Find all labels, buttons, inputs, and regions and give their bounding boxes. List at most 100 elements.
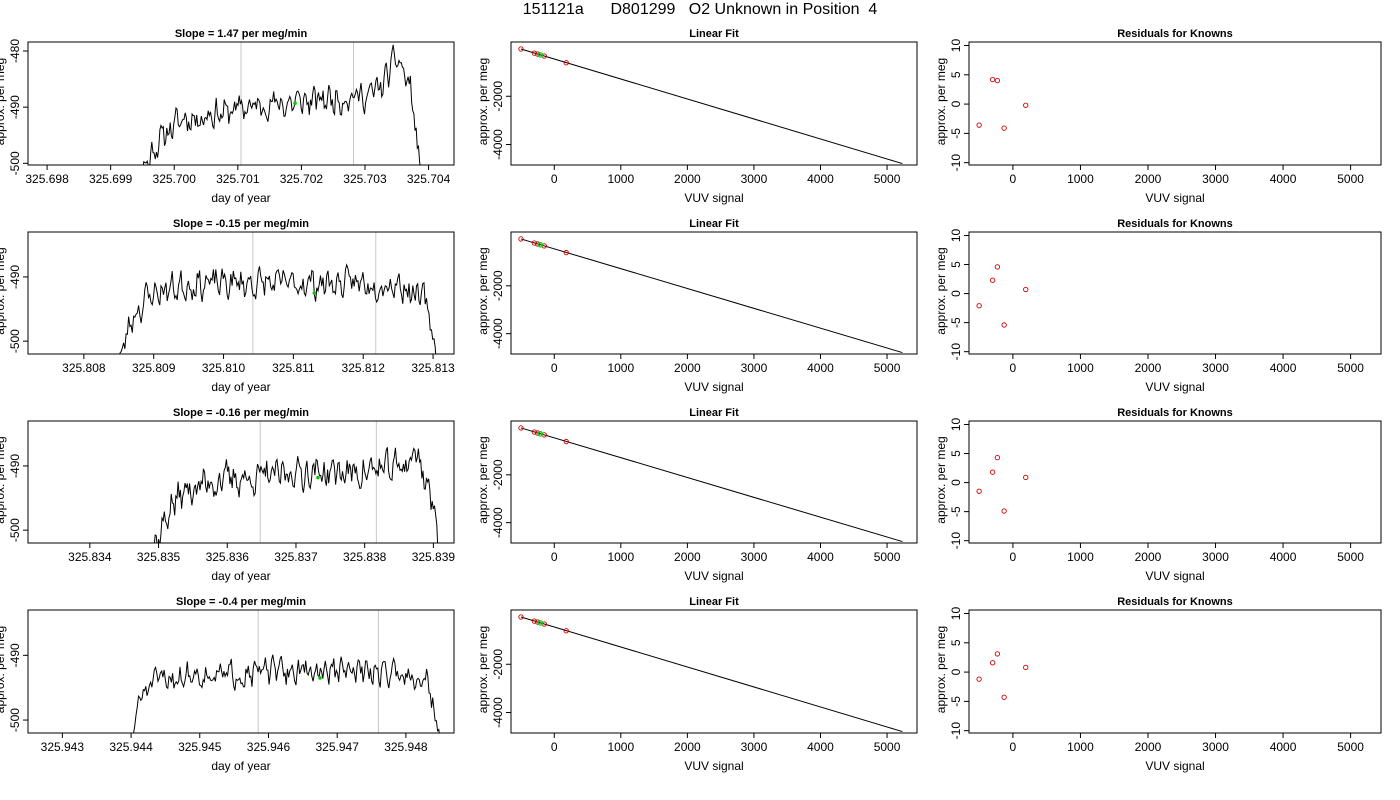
x-tick-label: 325.838 [343,550,387,564]
y-tick-label: -5 [949,317,963,328]
x-tick-label: 325.702 [280,172,324,186]
x-axis-label: VUV signal [1145,191,1204,205]
data-point [518,236,524,242]
x-tick-label: 3000 [741,740,768,754]
x-tick-label: 2000 [674,172,701,186]
y-tick-label: -500 [8,151,22,175]
data-point [531,240,537,246]
plot-frame [27,420,455,544]
x-tick-label: 4000 [1270,550,1297,564]
y-axis-label: approx. per meg [476,58,490,145]
data-point [994,454,1001,461]
y-tick-label: -490 [8,265,22,289]
y-axis-label: approx. per meg [0,58,7,145]
plot-area [518,425,903,543]
x-tick-label: 325.809 [132,361,176,375]
chart-title: Slope = -0.15 per meg/min [173,218,309,230]
data-point [989,660,996,666]
chart-panel-r3-c1: Linear Fit 0 1000 2000 3000 4000 5000 -4000 -200… [476,596,918,773]
data-point [563,628,569,634]
data-point [534,430,541,436]
y-tick-label: -10 [949,532,963,550]
x-tick-label: 5000 [1337,361,1364,375]
data-point [994,651,1001,657]
y-axis-label: approx. per meg [934,58,948,145]
y-axis-label: approx. per meg [934,436,948,523]
x-tick-label: 325.947 [315,740,359,754]
data-point [989,277,996,283]
unknown-point [537,620,544,626]
y-axis-label: approx. per meg [0,436,7,523]
x-tick-label: 1000 [1067,172,1094,186]
chart-title: Linear Fit [689,596,739,608]
y-axis-label: approx. per meg [476,436,490,523]
y-tick-label: -10 [949,722,963,740]
x-tick-label: 1000 [1067,550,1094,564]
x-tick-label: 325.698 [25,172,69,186]
plot-area [518,46,903,165]
y-tick-label: 10 [949,607,963,621]
chart-panel-r2-c2: Residuals for Knowns 0 1000 2000 3000 4000 500… [934,407,1382,583]
x-tick-label: 5000 [1337,740,1364,754]
x-axis-label: VUV signal [1145,759,1204,773]
chart-title: Linear Fit [689,218,739,230]
x-tick-label: 325.808 [62,361,106,375]
y-axis-label: approx. per meg [476,247,490,334]
x-tick-label: 2000 [1135,550,1162,564]
x-axis-label: day of year [211,380,270,394]
x-axis-label: day of year [211,759,270,773]
x-tick-label: 325.943 [41,740,85,754]
x-tick-label: 3000 [741,172,768,186]
y-tick-label: -5 [949,128,963,139]
plot-frame [27,609,455,734]
unknown-marker [316,475,320,480]
plot-area [976,264,1029,328]
plot-frame [968,609,1382,734]
x-axis-label: VUV signal [684,380,743,394]
x-tick-label: 2000 [1135,172,1162,186]
y-axis-label: approx. per meg [0,247,7,334]
data-point [976,122,982,128]
data-point [534,619,541,625]
y-tick-label: -4000 [491,697,505,728]
chart-title: Linear Fit [689,407,739,419]
x-tick-label: 2000 [1135,361,1162,375]
y-tick-label: -500 [8,708,22,732]
y-tick-label: -4000 [491,129,505,160]
x-tick-label: 325.836 [206,550,250,564]
data-point [1001,125,1007,131]
plot-area [976,454,1029,514]
x-tick-label: 4000 [807,740,834,754]
x-tick-label: 3000 [741,550,768,564]
y-tick-label: 10 [949,417,963,431]
signal-trace [142,44,421,165]
chart-title: Residuals for Knowns [1117,218,1233,230]
y-tick-label: -4000 [491,507,505,538]
x-tick-label: 3000 [1202,172,1229,186]
data-point [563,249,569,256]
x-tick-label: 325.699 [89,172,133,186]
signal-trace [119,263,437,354]
y-tick-label: 5 [949,261,963,268]
plot-frame [968,231,1382,355]
data-point [1023,102,1029,108]
chart-panel-r0-c2: Residuals for Knowns 0 1000 2000 3000 4000 500… [934,28,1382,205]
fit-line [520,48,903,165]
y-tick-label: -10 [949,154,963,172]
chart-panel-r0-c1: Linear Fit 0 1000 2000 3000 4000 5000 -4000 -200… [476,28,918,205]
plot-area [518,614,903,733]
chart-title: Slope = 1.47 per meg/min [175,28,308,40]
y-axis-label: approx. per meg [0,626,7,713]
plot-frame [27,231,455,355]
y-tick-label: -500 [8,329,22,353]
y-tick-label: 0 [949,290,963,297]
chart-panel-r3-c2: Residuals for Knowns 0 1000 2000 3000 4000 500… [934,596,1382,773]
x-tick-label: 5000 [1337,172,1364,186]
data-point [1001,694,1007,700]
x-tick-label: 1000 [607,361,634,375]
y-tick-label: 5 [949,450,963,457]
x-tick-label: 0 [1010,361,1017,375]
chart-panel-r3-c0: Slope = -0.4 per meg/min 325.943 325.944 32… [0,596,455,773]
data-point [563,438,569,445]
y-tick-label: -4000 [491,318,505,349]
